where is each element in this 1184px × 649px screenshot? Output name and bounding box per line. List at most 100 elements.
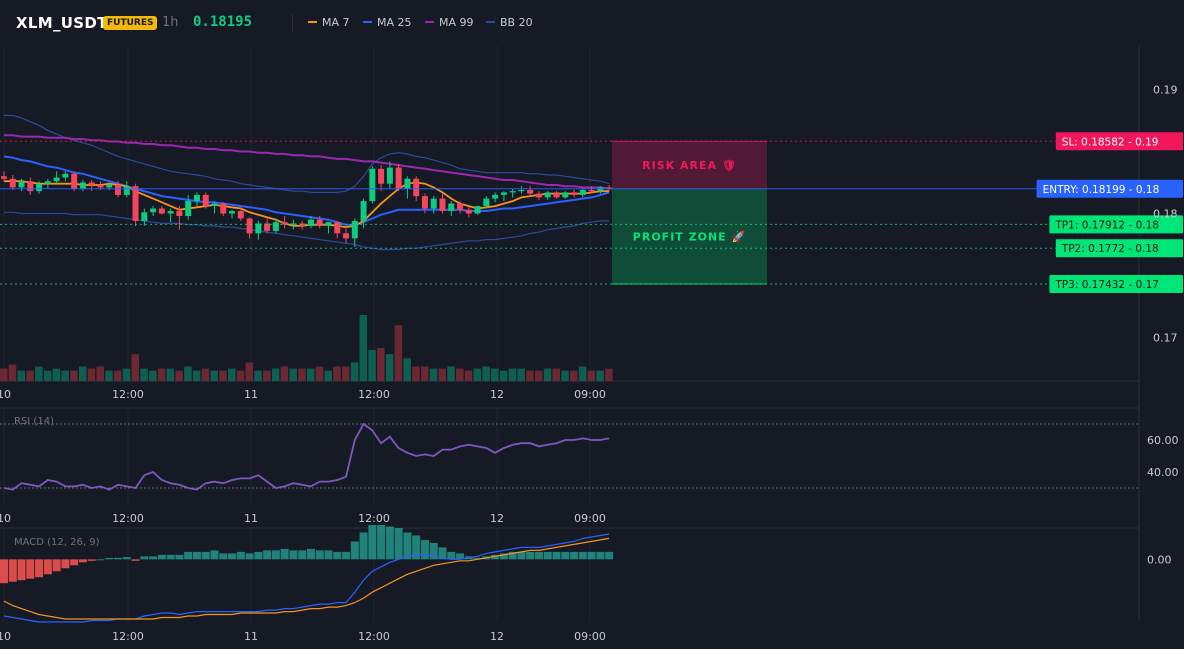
level-tag [1049,215,1183,234]
macd-histogram-bar [35,559,44,578]
macd-histogram-bar [219,553,228,560]
macd-histogram-bar [578,551,587,560]
volume-bar [324,370,332,381]
candle-body [465,209,472,214]
risk-area-box [612,141,767,189]
volume-bar [578,366,587,381]
rsi-line [3,422,610,491]
timeframe-label[interactable]: 1h [162,15,179,30]
legend-ma7[interactable]: MA 7 [308,16,350,29]
candle-body [255,223,262,234]
rsi-title: RSI (14) [14,416,54,427]
volume-bar [114,370,122,381]
candle-body [307,219,314,226]
time-tick-label: 09:00 [574,630,606,643]
volume-bar [306,368,315,381]
macd-histogram-bar [324,550,333,560]
macd-title: MACD (12, 26, 9) [14,537,100,548]
macd-histogram-bar [429,542,438,560]
candles[interactable] [1,161,613,247]
level-tag [1055,132,1183,151]
macd-histogram-bar [26,559,35,579]
time-tick-label: 12 [490,512,504,525]
candle-body [18,181,25,188]
macd-histogram-bar [368,525,377,560]
volume-bar [385,354,394,381]
ma7-line [4,180,610,229]
macd-histogram-bar [377,525,386,560]
macd-histogram-bar [534,551,543,560]
candle-body [474,206,481,214]
volume-bar [70,370,78,381]
macd-histogram-bar [70,559,79,566]
candle-body [588,189,595,192]
time-tick-label: 12:00 [112,630,144,643]
candle-body [237,211,244,219]
candle-body [562,192,569,198]
volume-bar [473,368,482,381]
macd-histogram-bar [131,559,140,561]
level-tag-text: TP2: 0.1772 - 0.18 [1061,243,1159,255]
level-tag [1049,274,1183,293]
macd-histogram-bar [420,539,429,560]
volume-bar [359,315,368,381]
volume-bar [298,368,306,381]
candle-body [404,178,411,189]
candle-body [132,186,139,221]
legend-ma25[interactable]: MA 25 [363,16,412,29]
macd-histogram-bar [403,532,412,560]
macd-histogram-bar [298,550,307,560]
candle-body [150,208,157,213]
volume-bar [17,370,26,381]
candle-body [97,184,104,188]
macd-histogram-bar [210,550,219,560]
macd-histogram-bar [350,541,359,560]
macd-histogram-bar [394,528,403,560]
macd-histogram-bar [245,553,254,560]
legend-bb20[interactable]: BB 20 [486,16,533,29]
level-tag-text: TP1: 0.17912 - 0.18 [1054,219,1159,231]
legend-ma99[interactable]: MA 99 [425,16,474,29]
volume-bar [0,368,8,381]
volume-bar [342,366,350,381]
volume-bar [122,368,131,381]
candle-body [264,223,271,231]
volume-bar [140,368,148,381]
volume-bar [219,370,227,381]
volume-bar [587,370,596,381]
volume-bar [210,370,218,381]
candle-body [158,208,165,214]
candle-body [553,192,560,198]
level-tag [1036,179,1183,198]
candle-body [351,220,358,239]
volume-bar [561,370,569,381]
volume-bar [491,368,499,381]
candle-body [185,201,192,216]
candle-body [483,198,490,207]
volume-bar [412,366,420,381]
volume-bar [377,348,385,381]
ma25-swatch-icon [363,21,372,23]
level-tag-text: TP3: 0.17432 - 0.17 [1054,279,1159,291]
candle-body [176,211,183,216]
symbol-name[interactable]: XLM_USDT [16,14,108,32]
volume-bar [254,370,262,381]
rsi-panel: RSI (14) 60.00 40.00 [0,416,1179,491]
candle-body [518,189,525,192]
time-tick-label: 11 [244,388,258,401]
candle-body [123,186,130,195]
candle-body [9,178,16,188]
candle-body [430,198,437,209]
time-tick-label: 12 [490,630,504,643]
volume-bar [87,368,96,381]
macd-histogram-bar [447,551,456,560]
volume-bar [517,368,525,381]
volume-bar [43,370,52,381]
rsi-tick-label: 40.00 [1147,466,1179,479]
trade-zones: RISK AREA 🛡 PROFIT ZONE 🚀 [612,140,767,285]
volume-bar [166,368,175,381]
volume-bar [280,366,289,381]
macd-histogram-bar [87,559,96,561]
candle-body [325,222,332,226]
